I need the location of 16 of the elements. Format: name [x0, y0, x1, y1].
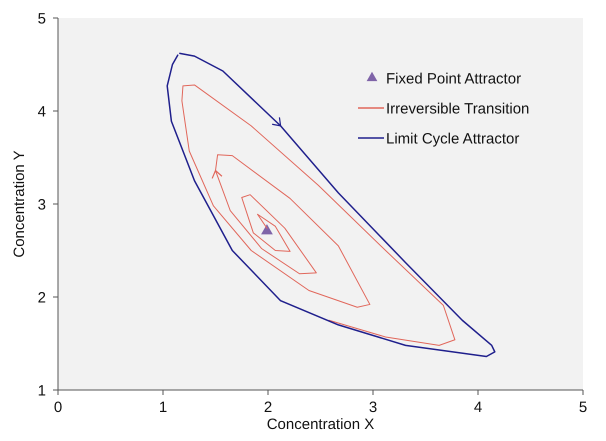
y-tick-label: 4 [38, 103, 46, 120]
y-axis-title: Concentration Y [11, 150, 28, 258]
y-tick-label: 5 [38, 10, 46, 28]
x-axis-title: Concentration X [266, 416, 374, 433]
legend-label: Irreversible Transition [386, 100, 530, 118]
y-tick-label: 1 [38, 382, 46, 400]
x-tick-label: 4 [474, 399, 482, 416]
x-tick-label: 3 [368, 399, 378, 416]
y-tick-label: 3 [38, 196, 46, 214]
x-tick-label: 2 [264, 399, 272, 416]
legend-label: Limit Cycle Attractor [386, 130, 520, 148]
x-tick-label: 5 [578, 399, 588, 416]
legend-label: Fixed Point Attractor [386, 70, 522, 88]
y-tick-label: 2 [38, 289, 46, 306]
x-tick-label: 1 [158, 399, 168, 416]
x-tick-label: 0 [54, 399, 62, 416]
